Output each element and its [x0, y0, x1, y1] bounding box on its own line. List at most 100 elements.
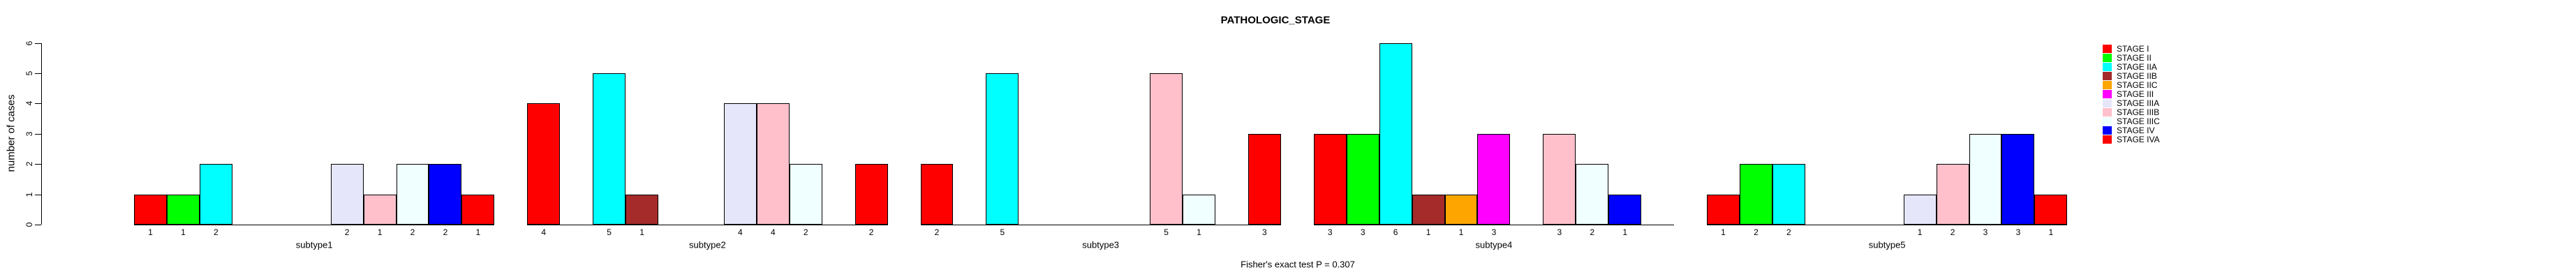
bar	[1477, 133, 1511, 225]
bar-count-label: 1	[1458, 227, 1464, 237]
bar	[723, 103, 757, 225]
bar	[626, 194, 658, 225]
bar-count-label: 1	[2048, 227, 2054, 237]
legend-swatch	[2103, 135, 2112, 144]
bar-count-label: 1	[475, 227, 481, 237]
bar-count-label: 1	[148, 227, 153, 237]
group-label: subtype1	[295, 239, 333, 250]
bar-count-label: 1	[1622, 227, 1628, 237]
legend-swatch	[2103, 99, 2112, 107]
bar	[134, 194, 167, 225]
bar-count-label: 2	[1590, 227, 1595, 237]
bar-count-label: 2	[1950, 227, 1955, 237]
legend-swatch	[2103, 72, 2112, 80]
legend-swatch	[2103, 90, 2112, 98]
legend-swatch	[2103, 54, 2112, 62]
bar	[1903, 194, 1937, 225]
legend-swatch	[2103, 108, 2112, 116]
legend-swatch	[2103, 126, 2112, 135]
y-tick	[35, 43, 41, 44]
bar	[920, 164, 954, 225]
bar-count-label: 1	[1426, 227, 1431, 237]
bar-count-label: 5	[607, 227, 612, 237]
bar	[363, 194, 397, 225]
group-label: subtype2	[689, 239, 726, 250]
bar-count-label: 3	[1327, 227, 1333, 237]
bar-count-label: 2	[868, 227, 874, 237]
bar-count-label: 5	[1000, 227, 1005, 237]
bar-count-label: 3	[1491, 227, 1497, 237]
bar	[1379, 43, 1412, 225]
bar	[1969, 133, 2002, 225]
legend-label: STAGE II	[2117, 53, 2152, 63]
bar-count-label: 2	[803, 227, 808, 237]
bar	[429, 164, 462, 225]
group-label: subtype4	[1475, 239, 1513, 250]
bar	[1772, 164, 1805, 225]
bar	[527, 103, 561, 225]
bar	[1608, 194, 1642, 225]
bar-count-label: 2	[344, 227, 350, 237]
legend-label: STAGE III	[2117, 89, 2154, 99]
bar	[1346, 133, 1379, 225]
legend-label: STAGE IIA	[2117, 62, 2157, 72]
bar	[1412, 194, 1445, 225]
bar-count-label: 4	[541, 227, 547, 237]
bar	[1707, 194, 1740, 225]
bar	[330, 164, 364, 225]
y-axis-line	[41, 43, 42, 225]
bar-count-label: 2	[1754, 227, 1759, 237]
bar-count-label: 3	[1557, 227, 1562, 237]
bar	[1444, 194, 1478, 225]
bar	[756, 103, 790, 225]
bar-count-label: 4	[770, 227, 776, 237]
bar-count-label: 1	[181, 227, 186, 237]
bar-count-label: 5	[1164, 227, 1169, 237]
legend-swatch	[2103, 63, 2112, 71]
group-label: subtype5	[1868, 239, 1906, 250]
fisher-test-note: Fisher's exact test P = 0.307	[1241, 259, 1355, 270]
bar	[986, 73, 1019, 225]
legend-swatch	[2103, 45, 2112, 53]
group-label: subtype3	[1082, 239, 1120, 250]
bar	[1313, 133, 1347, 225]
bar	[461, 194, 495, 225]
bar	[854, 164, 888, 225]
bar-count-label: 3	[1262, 227, 1267, 237]
bar	[1150, 73, 1183, 225]
y-tick	[35, 73, 41, 74]
bar-count-label: 2	[410, 227, 415, 237]
bar-count-label: 2	[214, 227, 219, 237]
bar-count-label: 4	[738, 227, 743, 237]
legend-label: STAGE IIIA	[2117, 98, 2160, 108]
bar-count-label: 3	[2015, 227, 2021, 237]
legend-label: STAGE IIC	[2117, 80, 2158, 90]
bar-count-label: 3	[1983, 227, 1988, 237]
legend-swatch	[2103, 117, 2112, 126]
bar-count-label: 1	[1917, 227, 1923, 237]
y-tick	[35, 164, 41, 165]
legend-label: STAGE I	[2117, 44, 2149, 54]
bar	[1576, 164, 1609, 225]
bar	[396, 164, 429, 225]
y-tick	[35, 103, 41, 105]
bar-count-label: 1	[1721, 227, 1726, 237]
chart-title: PATHOLOGIC_STAGE	[1220, 14, 1331, 27]
legend-label: STAGE IIIB	[2117, 107, 2160, 117]
y-tick	[35, 133, 41, 135]
bar-count-label: 1	[377, 227, 383, 237]
legend-label: STAGE IIIC	[2117, 116, 2160, 126]
bar	[166, 194, 200, 225]
bar	[1739, 164, 1772, 225]
bar	[2001, 133, 2035, 225]
bar-count-label: 2	[443, 227, 448, 237]
bar	[1248, 133, 1281, 225]
bar	[593, 73, 626, 225]
bar	[1543, 133, 1576, 225]
bar-count-label: 3	[1360, 227, 1365, 237]
bar-count-label: 1	[1197, 227, 1201, 237]
legend-label: STAGE IVA	[2117, 135, 2160, 144]
bar	[789, 164, 822, 225]
